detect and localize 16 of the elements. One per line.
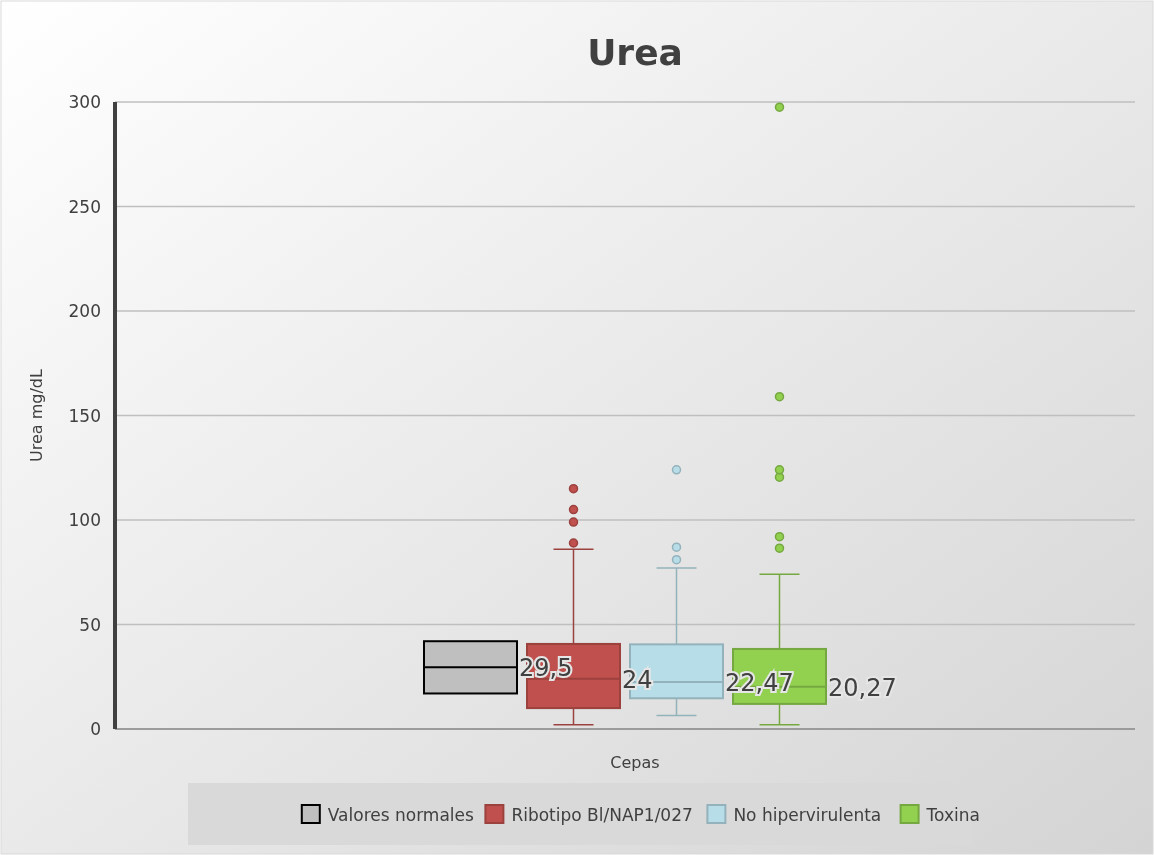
y-tick-label: 250 [68, 196, 101, 217]
legend-label: Ribotipo Bl/NAP1/027 [511, 805, 693, 825]
legend-label: Toxina [925, 805, 980, 825]
chart-title: Urea [587, 32, 683, 73]
y-tick-label: 300 [68, 92, 101, 112]
annotation: 20,27 [828, 673, 897, 702]
y-tick-label: 200 [68, 301, 101, 321]
legend-label: No hipervirulenta [733, 805, 882, 825]
annotation: 24 [622, 665, 653, 694]
legend-label: Valores normales [327, 805, 475, 825]
y-tick-label: 50 [79, 614, 101, 635]
y-axis-title: Urea mg/dL [27, 368, 46, 462]
y-tick-label: 0 [90, 719, 101, 739]
x-axis-title: Cepas [610, 753, 660, 772]
y-tick-label: 100 [68, 510, 101, 530]
y-tick-label: 150 [68, 405, 101, 426]
